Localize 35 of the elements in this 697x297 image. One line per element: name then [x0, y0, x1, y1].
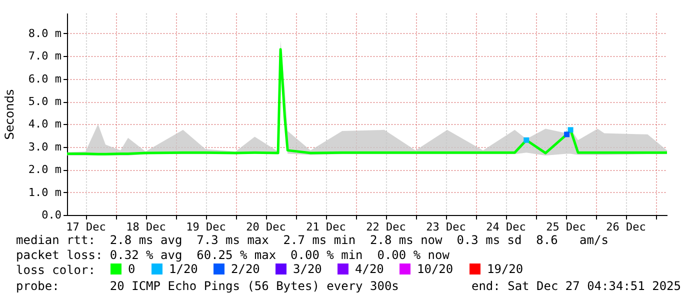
x-tick-label: 25 Dec	[546, 220, 586, 234]
legend-label: 19/20	[487, 262, 524, 276]
y-tick-label: 6.0 m	[28, 72, 62, 86]
x-tick-label: 24 Dec	[486, 220, 526, 234]
y-tick-label: 4.0 m	[28, 118, 62, 131]
x-tick-label: 26 Dec	[606, 220, 646, 234]
y-tick-label: 0.0	[42, 208, 62, 222]
legend-label: 1/20	[169, 262, 198, 276]
legend-label: 2/20	[231, 262, 260, 276]
point	[524, 137, 530, 143]
point	[568, 127, 574, 133]
y-tick-label: 3.0 m	[28, 140, 62, 154]
y-tick-label: 1.0 m	[28, 186, 62, 199]
x-tick-label: 23 Dec	[426, 220, 466, 234]
text: end: Sat Dec 27 04:34:51 2025	[471, 278, 681, 294]
y-tick-label: 7.0 m	[28, 50, 62, 63]
point	[564, 132, 570, 138]
text: median rtt: 2.8 ms avg 7.3 ms max 2.7 ms min 2.8 ms now 0.3 ms sd 8.6 am/s	[16, 233, 610, 248]
x-tick-label: 18 Dec	[126, 220, 166, 234]
x-tick-label: 17 Dec	[66, 220, 106, 234]
legend-label: 4/20	[355, 262, 384, 276]
legend-label: 3/20	[293, 262, 322, 276]
text: probe: 20 ICMP Echo Pings (56 Bytes) every 300s	[16, 278, 399, 293]
x-tick-label: 20 Dec	[246, 220, 286, 234]
y-axis-title: Seconds	[2, 89, 16, 140]
legend-title: loss color:	[16, 263, 96, 277]
x-tick-label: 19 Dec	[186, 220, 226, 234]
x-tick-label: 22 Dec	[366, 220, 406, 234]
y-tick-label: 2.0 m	[28, 163, 62, 176]
y-tick-label: 5.0 m	[28, 95, 62, 108]
x-tick-label: 21 Dec	[306, 220, 346, 234]
text: packet loss: 0.32 % avg 60.25 % max 0.00 % min 0.00 % now	[16, 248, 450, 264]
legend-label: 0	[128, 262, 136, 276]
legend-label: 10/20	[417, 262, 454, 276]
y-tick-label: 8.0 m	[28, 26, 62, 40]
